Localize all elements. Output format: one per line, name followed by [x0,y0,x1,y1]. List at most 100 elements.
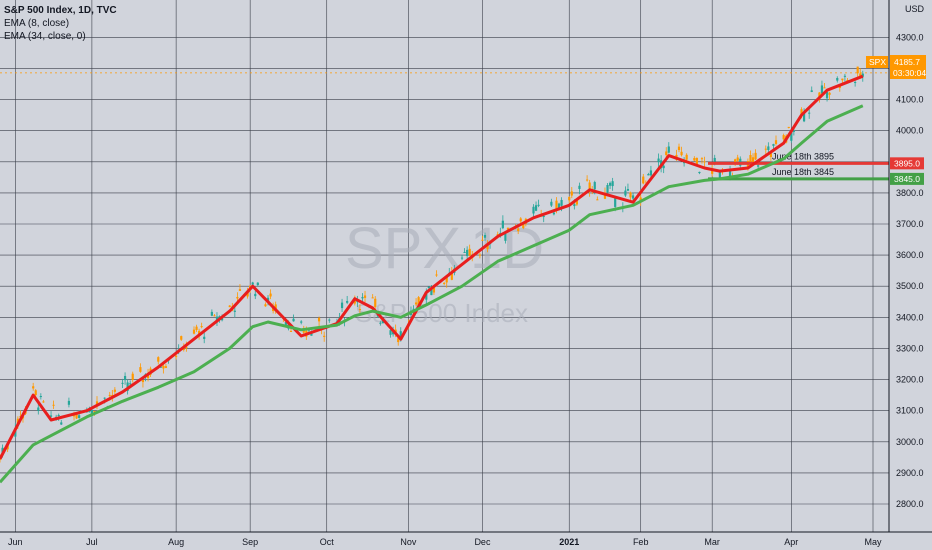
price-tick-label: 3300.0 [896,343,924,353]
candle-body [88,411,91,413]
time-ticks[interactable]: Jun Jul Aug Sep Oct Nov Dec 2021 Feb Mar Apr May [8,537,882,547]
candle-body [774,140,778,144]
candle-body [568,196,571,201]
price-tick-label: 3100.0 [896,406,924,416]
time-tick-label[interactable]: Dec [474,537,491,547]
ema-series [0,74,864,484]
candle-body [371,297,374,299]
candle-body [861,73,864,77]
candle-body [139,367,142,372]
time-tick-label[interactable]: Nov [400,537,417,547]
candle-body [389,330,392,335]
candle-body [639,197,642,202]
legend-ema-slow[interactable]: EMA (34, close, 0) [4,31,86,42]
candle-body [180,336,183,340]
candle-body [596,199,599,201]
candle-body [486,244,489,250]
candle-body [75,412,78,419]
currency-label: USD [905,4,925,14]
candle-body [213,315,216,317]
price-tick-label: 4300.0 [896,32,924,42]
ema-slow-line [0,104,864,484]
candle-body [203,336,206,339]
candle-body [251,282,254,285]
candle-body [808,112,811,114]
candle-body [60,422,63,425]
candle-body [90,410,93,416]
candle-body [363,295,367,298]
time-tick-label[interactable]: 2021 [559,537,579,547]
time-tick-label[interactable]: Jul [86,537,98,547]
candle-body [736,157,739,161]
time-tick-label[interactable]: Mar [704,537,720,547]
candle-body [504,233,507,241]
candle-body [570,191,573,196]
candle-body [392,332,395,335]
candle-body [647,174,650,176]
candle-body [374,298,377,307]
candle-body [450,271,453,280]
candle-body [414,302,418,305]
price-scale-panel[interactable] [889,0,932,532]
candle-body [754,152,757,160]
candle-body [483,234,487,238]
candle-body [123,375,127,381]
candle-body [328,319,331,321]
candle-body [39,395,42,398]
candle-body [466,249,469,257]
candle-body [412,308,415,310]
candle-body [157,357,160,362]
candle-body [550,201,553,206]
candle-body [198,330,201,336]
time-tick-label[interactable]: Oct [320,537,335,547]
watermark-symbol: SPX [345,216,461,281]
badge-symbol-bg [866,56,888,68]
time-tick-label[interactable]: Feb [633,537,649,547]
time-tick-label[interactable]: Sep [242,537,258,547]
candle-body [614,198,617,207]
candle-body [93,410,96,412]
candle-body [843,75,847,77]
candle-body [254,293,257,297]
candle-body [700,158,704,160]
candle-body [693,158,696,161]
time-tick-label[interactable]: Aug [168,537,184,547]
candle-body [792,130,795,132]
candle-body [49,415,53,417]
candle-body [728,171,732,177]
candle-body [42,401,45,403]
candle-body [346,300,349,303]
time-tick-label[interactable]: May [864,537,882,547]
candle-body [685,154,688,160]
candle-body [175,355,178,357]
candle-body [432,287,436,293]
candle-body [522,223,525,229]
time-tick-label[interactable]: Jun [8,537,23,547]
candle-body [751,157,755,163]
candle-body [698,171,701,174]
support-annotation: June 18th 3895 [772,151,834,161]
candle-body [445,276,448,283]
level-tag-bg [890,172,924,185]
price-tick-label: 2800.0 [896,499,924,509]
candle-body [468,248,471,256]
legend-title[interactable]: S&P 500 Index, 1D, TVC [4,5,117,16]
candle-body [555,200,558,209]
candle-body [397,338,400,343]
candle-body [818,92,821,99]
candle-body [427,286,430,289]
candle-body [233,310,236,312]
time-tick-label[interactable]: Apr [784,537,798,547]
candle-body [537,204,540,206]
price-tick-label: 3400.0 [896,312,924,322]
candle-body [782,135,785,140]
legend-ema-fast[interactable]: EMA (8, close) [4,18,70,29]
candle-body [399,331,402,337]
candle-body [430,288,433,296]
candle-body [284,322,287,325]
candle-body [131,373,134,380]
candle-body [575,200,578,205]
candle-body [841,78,844,81]
candle-body [358,309,362,311]
